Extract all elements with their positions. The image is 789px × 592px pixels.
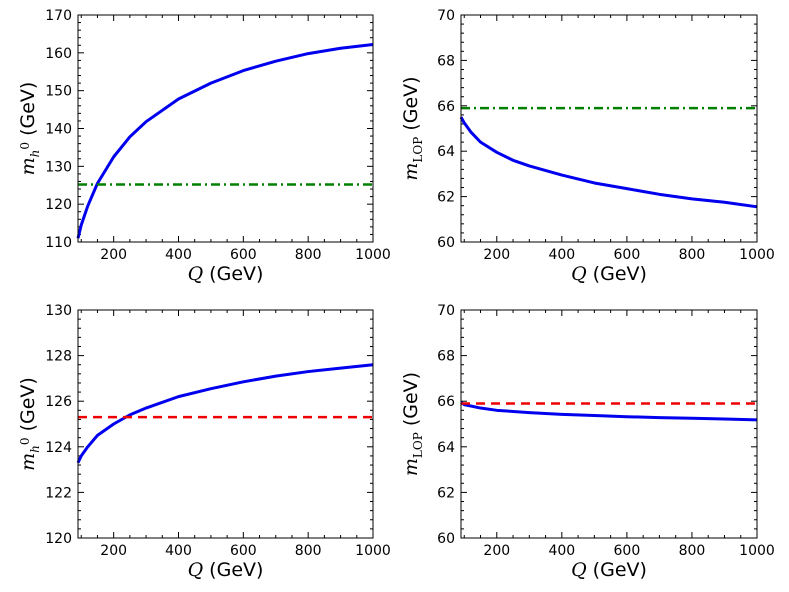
panel-top-left: 200 400 600 800 1000 110 120 130 140 150 160 170 Q (… <box>17 8 391 285</box>
y-tick-label: 60 <box>437 235 455 251</box>
y-tick-label: 124 <box>45 440 72 456</box>
x-tick-label: 600 <box>230 543 257 559</box>
x-tick-label: 600 <box>230 247 257 263</box>
x-tick-label: 400 <box>548 543 575 559</box>
y-tick-label: 70 <box>437 303 455 319</box>
x-axis-label: Q (GeV) <box>188 559 264 581</box>
x-tick-label: 1000 <box>355 247 391 263</box>
x-tick-label: 400 <box>165 543 192 559</box>
y-tick-label: 130 <box>45 159 72 175</box>
x-tick-label: 200 <box>483 247 510 263</box>
y-tick-label: 120 <box>45 531 72 547</box>
x-tick-label: 200 <box>100 247 127 263</box>
x-axis-label: Q (GeV) <box>188 263 264 285</box>
y-tick-label: 66 <box>437 99 455 115</box>
plot-frame <box>460 14 758 243</box>
y-tick-label: 62 <box>437 190 455 206</box>
x-tick-label: 1000 <box>355 543 391 559</box>
y-tick-label: 70 <box>437 8 455 24</box>
x-axis-label: Q (GeV) <box>571 263 647 285</box>
y-tick-label: 122 <box>45 485 72 501</box>
curve-bottom-left <box>76 363 374 464</box>
plot-frame <box>77 14 374 243</box>
curve-bottom-right <box>460 401 758 422</box>
y-axis-label: mh0 (GeV) <box>17 377 42 471</box>
y-tick-label: 68 <box>437 349 455 365</box>
y-tick-label: 64 <box>437 440 455 456</box>
x-axis-label: Q (GeV) <box>571 559 647 581</box>
y-tick-label: 140 <box>45 122 72 138</box>
plot-frame <box>77 309 374 539</box>
y-axis-label: mLOP (GeV) <box>400 76 425 180</box>
x-tick-label: 800 <box>295 247 322 263</box>
y-tick-label: 110 <box>45 235 72 251</box>
y-tick-label: 120 <box>45 197 72 213</box>
panel-bottom-right: 200 400 600 800 1000 60 62 64 66 68 70 Q (GeV) mLOP … <box>400 303 775 581</box>
x-tick-label: 800 <box>295 543 322 559</box>
x-tick-label: 600 <box>614 247 641 263</box>
panel-top-right: 200 400 600 800 1000 60 62 64 66 68 70 Q (GeV) mLOP … <box>400 8 775 285</box>
panel-bottom-left: 200 400 600 800 1000 120 122 124 126 128 130 Q (GeV… <box>17 303 391 581</box>
x-tick-label: 800 <box>679 543 706 559</box>
y-tick-label: 68 <box>437 53 455 69</box>
y-tick-label: 170 <box>45 8 72 24</box>
y-tick-label: 160 <box>45 46 72 62</box>
y-tick-label: 62 <box>437 485 455 501</box>
y-axis-label: mh0 (GeV) <box>17 82 42 176</box>
y-tick-label: 150 <box>45 84 72 100</box>
plot-frame <box>460 309 758 539</box>
y-tick-label: 66 <box>437 394 455 410</box>
x-tick-label: 200 <box>483 543 510 559</box>
y-tick-label: 130 <box>45 303 72 319</box>
y-tick-label: 60 <box>437 531 455 547</box>
curve-top-right <box>459 116 758 209</box>
x-tick-label: 200 <box>100 543 127 559</box>
y-tick-label: 64 <box>437 144 455 160</box>
curve-top-left <box>76 43 374 239</box>
x-tick-label: 1000 <box>739 247 775 263</box>
x-tick-label: 400 <box>165 247 192 263</box>
x-tick-label: 1000 <box>739 543 775 559</box>
y-axis-label: mLOP (GeV) <box>400 372 425 476</box>
x-tick-label: 400 <box>548 247 575 263</box>
y-tick-label: 126 <box>45 394 72 410</box>
x-tick-label: 800 <box>679 247 706 263</box>
x-tick-label: 600 <box>614 543 641 559</box>
y-tick-label: 128 <box>45 349 72 365</box>
